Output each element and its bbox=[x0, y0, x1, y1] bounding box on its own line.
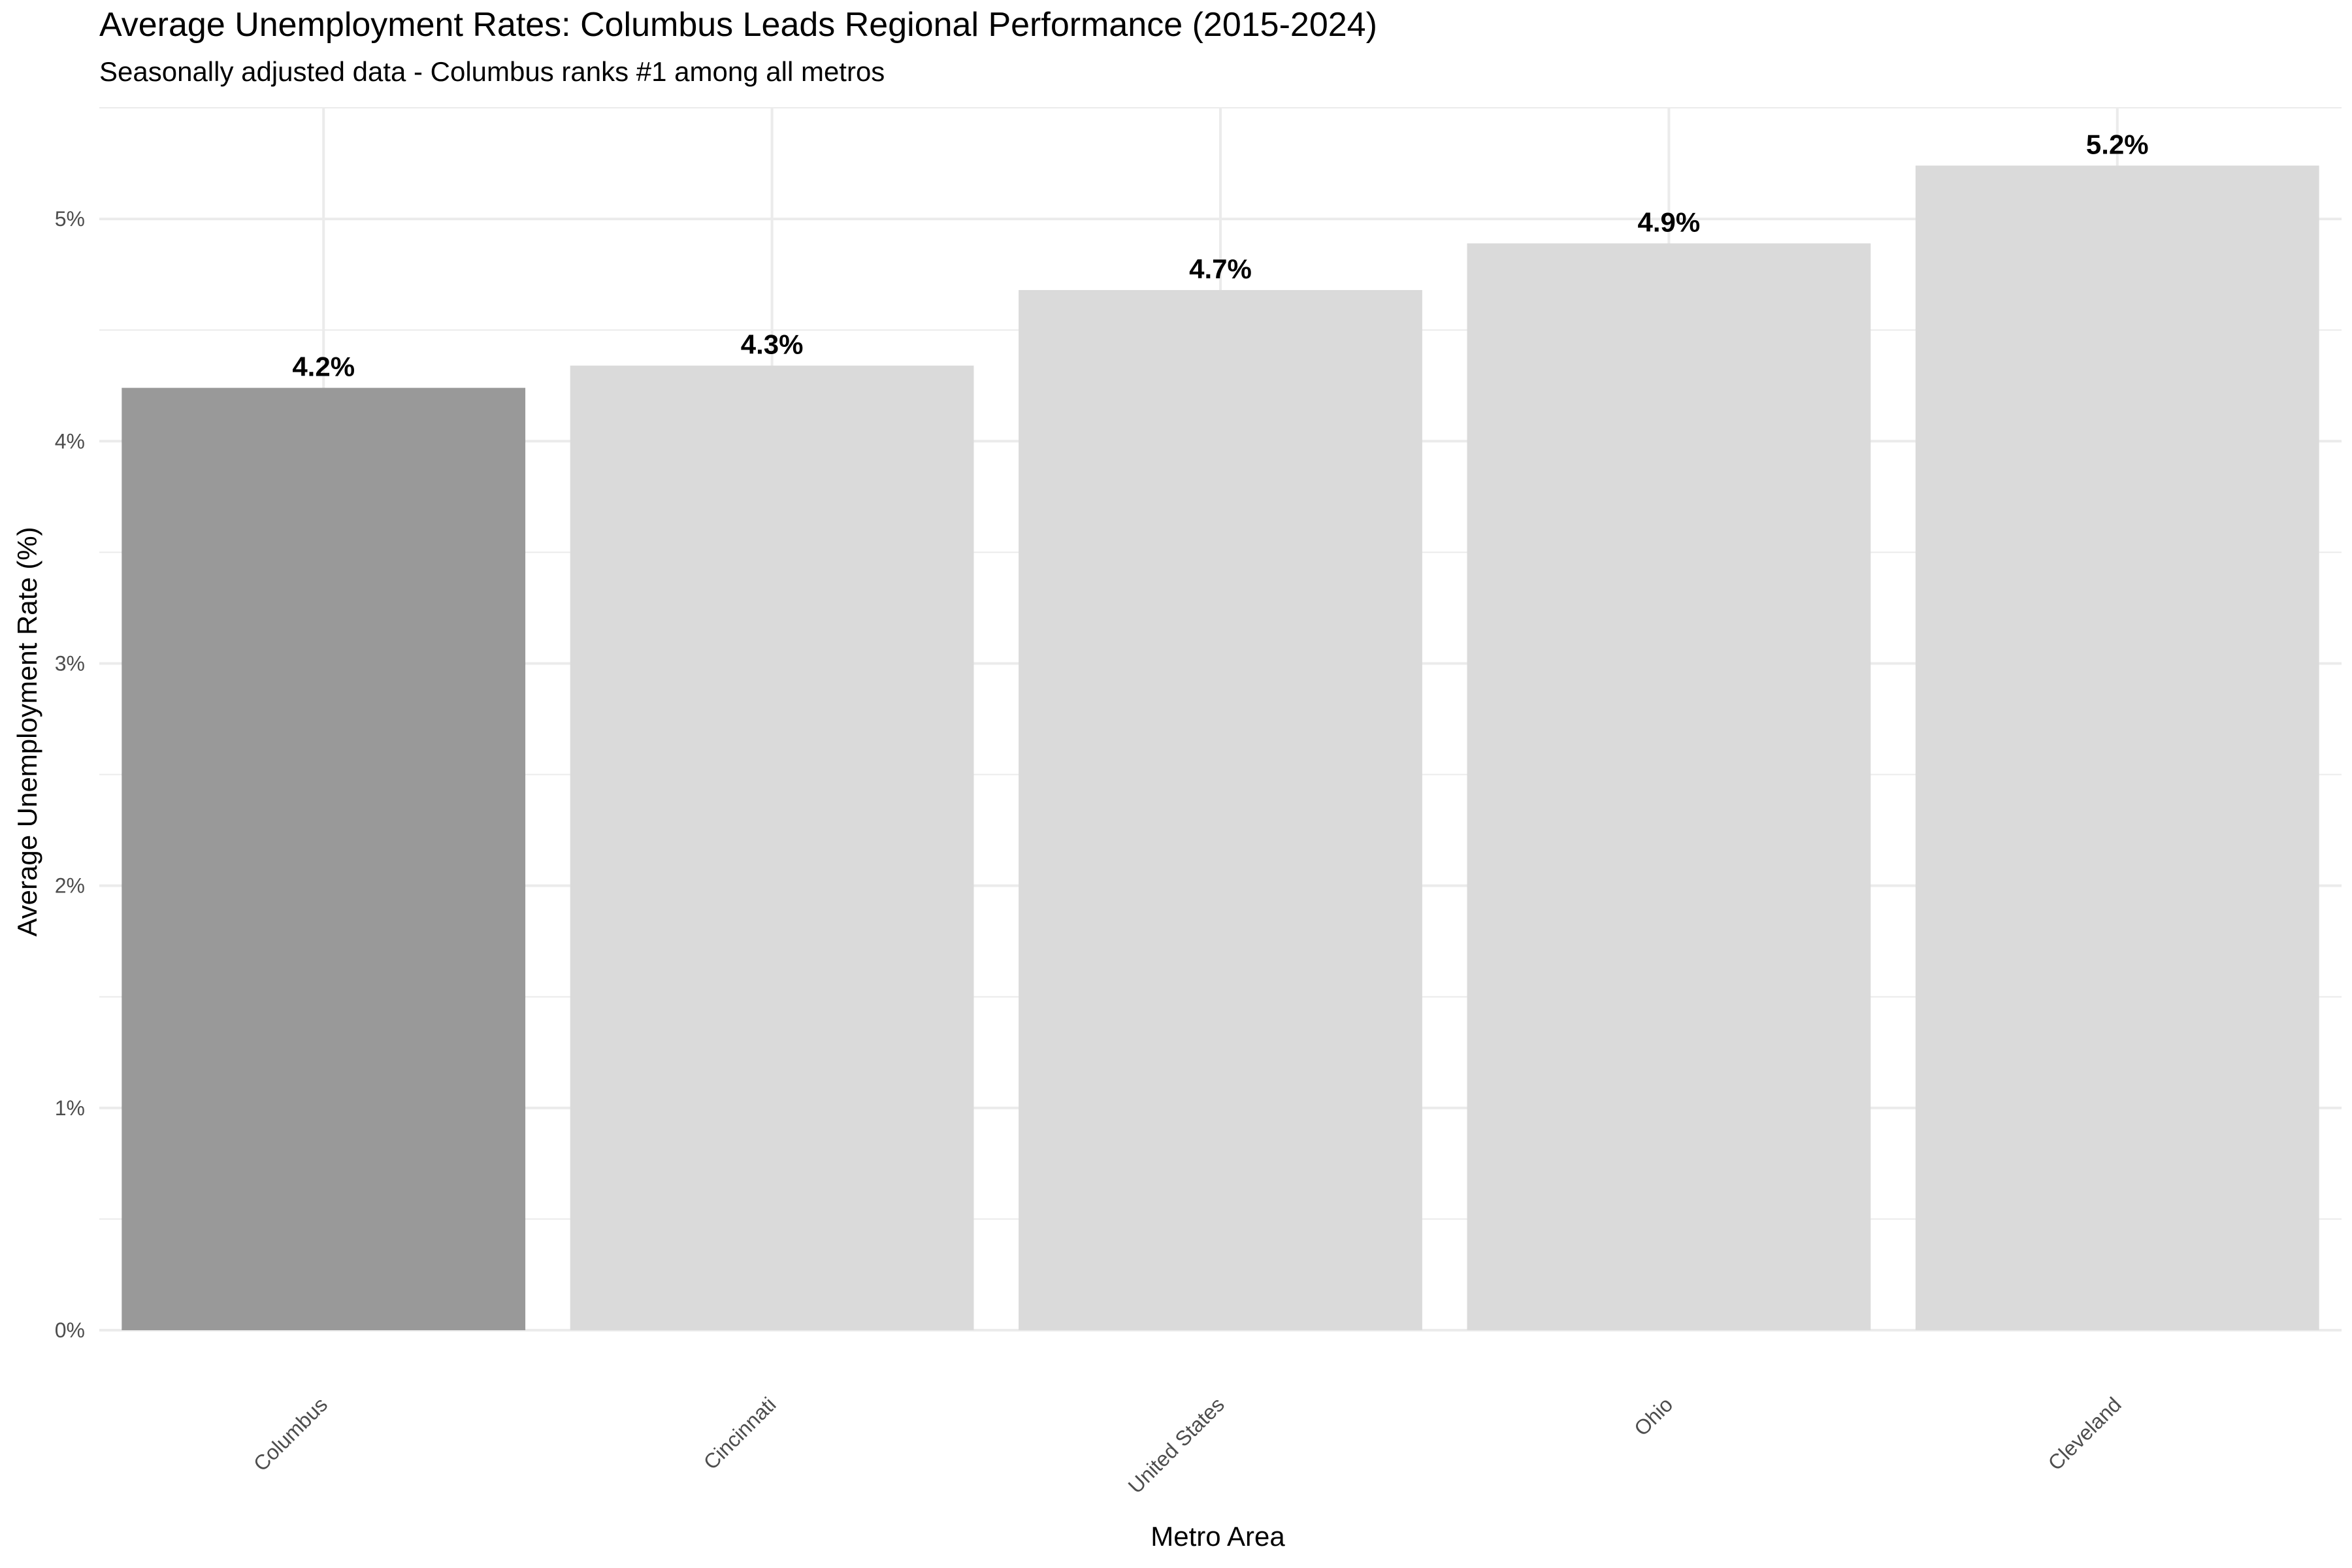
y-axis-ticks: 0% 1% 2% 3% 4% 5% bbox=[55, 207, 85, 1342]
bar-cincinnati bbox=[570, 365, 974, 1331]
y-axis-title: Average Unemployment Rate (%) bbox=[12, 527, 42, 936]
y-tick-label: 1% bbox=[55, 1096, 85, 1120]
y-tick-label: 2% bbox=[55, 874, 85, 898]
x-axis-ticks: Columbus Cincinnati United States Ohio Cleve… bbox=[249, 1392, 2126, 1497]
x-tick-label: Ohio bbox=[1629, 1392, 1677, 1440]
value-label: 4.2% bbox=[292, 351, 355, 382]
value-labels: 4.2% 4.3% 4.7% 4.9% 5.2% bbox=[292, 129, 2148, 382]
y-tick-label: 3% bbox=[55, 651, 85, 675]
bars bbox=[122, 165, 2319, 1331]
bar-cleveland bbox=[1915, 165, 2319, 1330]
y-tick-label: 0% bbox=[55, 1318, 85, 1342]
x-tick-label: United States bbox=[1124, 1392, 1229, 1497]
bar-ohio bbox=[1467, 243, 1871, 1331]
bar-columbus bbox=[122, 387, 526, 1330]
x-axis-title: Metro Area bbox=[1151, 1521, 1285, 1552]
bar-united-states bbox=[1019, 289, 1422, 1330]
y-tick-label: 4% bbox=[55, 429, 85, 453]
value-label: 4.9% bbox=[1638, 207, 1701, 238]
value-label: 4.3% bbox=[741, 329, 804, 360]
chart-subtitle: Seasonally adjusted data - Columbus rank… bbox=[99, 56, 885, 87]
x-tick-label: Cleveland bbox=[2044, 1392, 2126, 1475]
value-label: 4.7% bbox=[1189, 253, 1252, 284]
x-tick-label: Columbus bbox=[249, 1392, 332, 1475]
value-label: 5.2% bbox=[2086, 129, 2149, 159]
y-tick-label: 5% bbox=[55, 207, 85, 231]
x-tick-label: Cincinnati bbox=[699, 1392, 781, 1474]
chart-title: Average Unemployment Rates: Columbus Lea… bbox=[99, 6, 1377, 44]
